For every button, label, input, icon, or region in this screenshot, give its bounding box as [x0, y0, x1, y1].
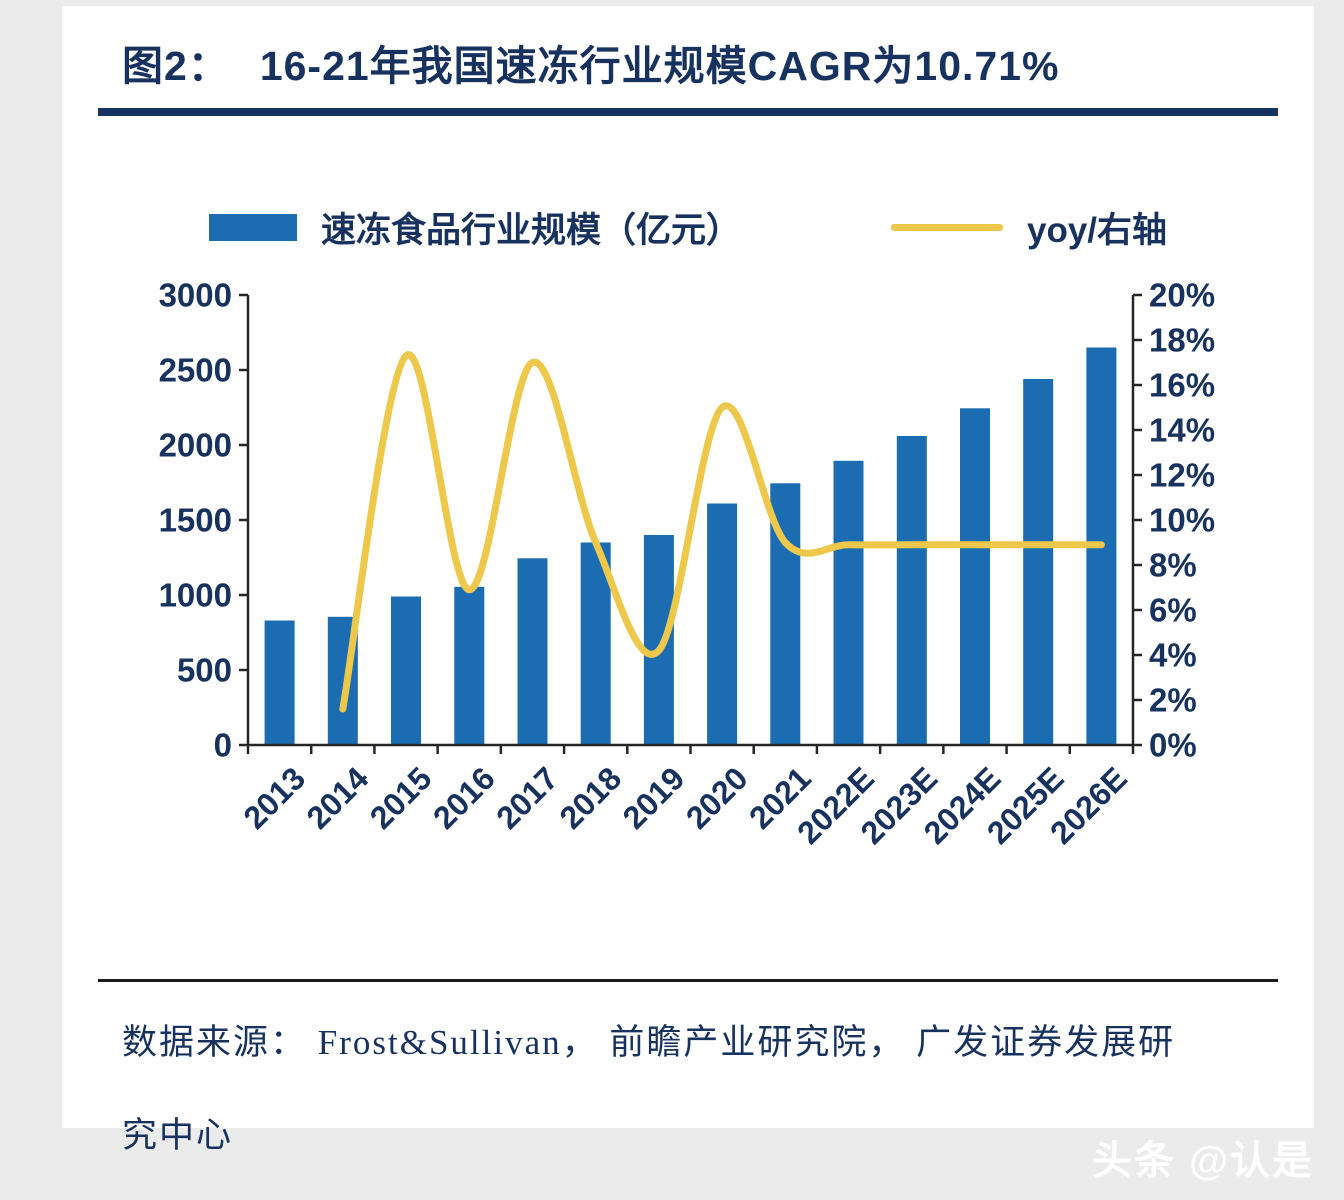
left-tick-label: 0: [214, 727, 232, 764]
watermark: 头条 @认是: [1091, 1139, 1314, 1183]
figure-title: 图2： 16-21年我国速冻行业规模CAGR为10.71%: [98, 32, 1278, 92]
yoy-line: [339, 351, 1105, 713]
legend-item-bar-series: 速冻食品行业规模（亿元）: [208, 202, 741, 253]
figure-number: 图2：: [122, 43, 230, 89]
source-divider: [98, 979, 1278, 982]
data-source-line1: 数据来源： Frost&Sullivan， 前瞻产业研究院， 广发证券发展研: [122, 1023, 1176, 1062]
right-tick-label: 10%: [1149, 502, 1215, 539]
x-tick-label-2017: 2017: [489, 760, 565, 836]
left-tick-label: 3000: [159, 277, 232, 314]
right-tick-label: 18%: [1149, 322, 1215, 359]
title-underline: [98, 108, 1278, 116]
legend-item-line-series: yoy/右轴: [890, 202, 1168, 253]
x-tick-label-2015: 2015: [363, 760, 439, 836]
bar-2013: [264, 620, 295, 745]
combo-chart: 0 500 1000 1500 2000 2500 3000 0% 2% 4% 6% 8% 10% 12%…: [159, 277, 1215, 851]
data-source-line2: 究中心: [122, 1116, 234, 1155]
bar-2016: [454, 586, 485, 746]
left-tick-label: 1000: [159, 577, 232, 614]
x-tick-label-2014: 2014: [300, 760, 376, 836]
bar-series-label: 速冻食品行业规模（亿元）: [320, 211, 741, 250]
bar-series-swatch: [208, 214, 297, 241]
left-tick-label: 1500: [159, 502, 232, 539]
right-tick-label: 0%: [1149, 727, 1197, 764]
right-tick-label: 2%: [1149, 682, 1197, 719]
bar-2024E: [960, 408, 990, 746]
right-tick-label: 8%: [1149, 547, 1197, 584]
x-tick-label-2013: 2013: [236, 760, 312, 836]
bar-2022E: [833, 460, 864, 746]
x-tick-label-2020: 2020: [679, 760, 755, 836]
bar-2017: [517, 558, 548, 746]
bar-2020: [707, 503, 738, 745]
figure-title-text: 16-21年我国速冻行业规模CAGR为10.71%: [259, 43, 1060, 89]
bar-2019: [643, 535, 674, 745]
right-axis-labels: 0% 2% 4% 6% 8% 10% 12% 14% 16% 18% 20%: [1133, 277, 1215, 764]
bar-2023E: [896, 436, 927, 745]
x-tick-label-2019: 2019: [616, 760, 692, 836]
right-tick-label: 6%: [1149, 592, 1197, 629]
right-tick-label: 14%: [1149, 412, 1215, 449]
right-tick-label: 12%: [1149, 457, 1215, 494]
x-axis-labels: 2013201420152016201720182019202020212022…: [236, 745, 1135, 851]
line-series-label: yoy/右轴: [1026, 211, 1168, 250]
bar-2025E: [1023, 379, 1054, 745]
left-tick-label: 500: [177, 652, 232, 689]
x-tick-label-2016: 2016: [426, 760, 502, 836]
line-series-swatch: [890, 224, 1003, 231]
chart-legend: 速冻食品行业规模（亿元） yoy/右轴: [98, 202, 1278, 253]
left-tick-label: 2000: [159, 427, 232, 464]
right-tick-label: 4%: [1149, 637, 1197, 674]
x-tick-label-2018: 2018: [552, 760, 628, 836]
left-axis-labels: 0 500 1000 1500 2000 2500 3000: [159, 277, 248, 764]
right-tick-label: 16%: [1149, 367, 1215, 404]
bar-2015: [391, 596, 421, 745]
left-tick-label: 2500: [159, 352, 232, 389]
report-figure-panel: 图2： 16-21年我国速冻行业规模CAGR为10.71% 速冻食品行业规模（亿元…: [62, 6, 1314, 1155]
right-tick-label: 20%: [1149, 277, 1215, 314]
